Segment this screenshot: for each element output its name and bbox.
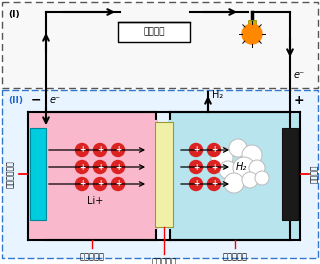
Bar <box>30 128 46 220</box>
Text: +: + <box>97 180 103 188</box>
Circle shape <box>189 144 203 157</box>
Bar <box>2 2 318 88</box>
Circle shape <box>211 147 233 169</box>
Text: +: + <box>115 180 121 188</box>
Text: +: + <box>79 145 85 154</box>
Circle shape <box>93 161 107 173</box>
Text: (II): (II) <box>8 96 23 105</box>
Circle shape <box>242 172 258 188</box>
Circle shape <box>207 177 220 191</box>
Text: 金属リチウム: 金属リチウム <box>5 160 14 188</box>
Circle shape <box>76 161 89 173</box>
Bar <box>170 112 300 240</box>
Text: −: − <box>31 93 41 106</box>
Text: 固体電解質: 固体電解質 <box>151 257 177 264</box>
Text: Li+: Li+ <box>87 196 103 206</box>
Circle shape <box>111 144 124 157</box>
Text: 炭素正極: 炭素正極 <box>309 165 318 183</box>
Bar <box>28 112 156 240</box>
Text: +: + <box>211 145 217 154</box>
Text: 水性電解液: 水性電解液 <box>222 252 247 261</box>
Bar <box>282 128 298 220</box>
Circle shape <box>76 144 89 157</box>
Text: +: + <box>193 145 199 154</box>
Text: +: + <box>211 180 217 188</box>
Text: +: + <box>193 163 199 172</box>
Circle shape <box>93 144 107 157</box>
Text: +: + <box>97 145 103 154</box>
Circle shape <box>233 157 255 179</box>
Bar <box>248 20 256 27</box>
Text: +: + <box>97 163 103 172</box>
Text: +: + <box>294 93 305 106</box>
Circle shape <box>93 177 107 191</box>
Text: H₂: H₂ <box>212 90 223 100</box>
Circle shape <box>76 177 89 191</box>
Text: +: + <box>79 163 85 172</box>
Circle shape <box>111 161 124 173</box>
Circle shape <box>189 177 203 191</box>
Text: +: + <box>79 180 85 188</box>
Circle shape <box>255 171 269 185</box>
Text: 有機電解液: 有機電解液 <box>79 252 105 261</box>
Text: +: + <box>115 163 121 172</box>
Circle shape <box>189 161 203 173</box>
Circle shape <box>207 161 220 173</box>
Circle shape <box>224 173 244 193</box>
Circle shape <box>242 24 262 44</box>
Circle shape <box>242 145 262 165</box>
Text: e⁻: e⁻ <box>50 95 61 105</box>
Text: +: + <box>115 145 121 154</box>
Text: H₂: H₂ <box>236 162 247 172</box>
Bar <box>118 22 190 42</box>
Circle shape <box>207 144 220 157</box>
Circle shape <box>111 177 124 191</box>
Bar <box>155 122 173 227</box>
Text: +: + <box>193 180 199 188</box>
Text: 電流制御: 電流制御 <box>143 27 165 36</box>
Circle shape <box>219 161 237 179</box>
Text: +: + <box>211 163 217 172</box>
Text: e⁻: e⁻ <box>294 70 305 80</box>
Circle shape <box>229 139 247 157</box>
Circle shape <box>249 160 265 176</box>
Bar <box>2 90 318 258</box>
Text: (I): (I) <box>8 10 20 19</box>
